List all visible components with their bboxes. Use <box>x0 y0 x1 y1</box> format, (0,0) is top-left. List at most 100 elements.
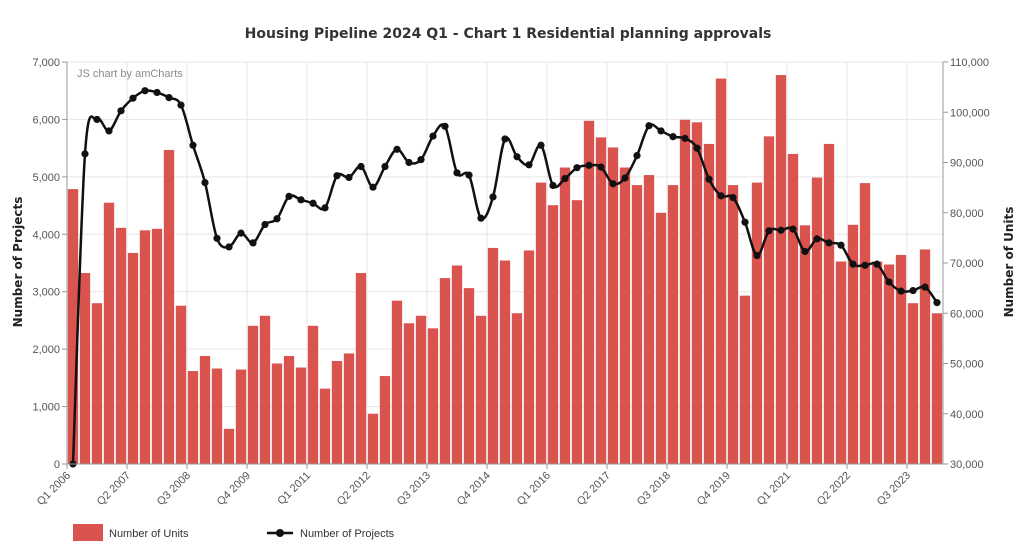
bar-units <box>931 313 943 464</box>
bar-units <box>379 376 391 464</box>
y-right-tick-label: 110,000 <box>950 57 989 69</box>
projects-point <box>141 87 149 95</box>
bar-units <box>775 75 787 464</box>
bar-units <box>355 273 367 464</box>
y-right-tick-label: 50,000 <box>950 359 984 371</box>
y-left-tick-label: 2,000 <box>32 344 60 356</box>
y-right-tick-label: 40,000 <box>950 409 984 421</box>
x-tick-label: Q2 2012 <box>335 470 373 508</box>
chart-credit[interactable]: JS chart by amCharts <box>77 68 183 80</box>
bar-units <box>79 273 91 464</box>
projects-point <box>429 132 437 140</box>
bar-units <box>571 200 583 464</box>
projects-point <box>897 287 905 295</box>
line-layer <box>69 87 941 468</box>
bars-layer <box>67 75 943 465</box>
bar-units <box>643 175 655 464</box>
projects-point <box>597 163 605 171</box>
bar-units <box>115 227 127 464</box>
projects-point <box>693 144 701 152</box>
bar-units <box>475 315 487 464</box>
projects-point <box>117 107 125 115</box>
legend-item-units[interactable]: Number of Units <box>73 524 189 541</box>
x-tick-label: Q2 2017 <box>575 470 613 508</box>
bar-units <box>823 143 835 464</box>
projects-point <box>645 122 653 130</box>
projects-point <box>705 175 713 183</box>
bar-units <box>319 388 331 464</box>
x-tick-label: Q3 2018 <box>635 470 673 508</box>
projects-point <box>105 127 113 135</box>
bar-units <box>547 205 559 464</box>
y-left-tick-label: 4,000 <box>32 229 60 241</box>
projects-point <box>129 94 137 102</box>
x-tick-label: Q4 2009 <box>215 470 253 508</box>
chart-title: Housing Pipeline 2024 Q1 - Chart 1 Resid… <box>245 26 772 42</box>
bar-units <box>91 303 103 464</box>
bar-units <box>739 295 751 464</box>
x-tick-label: Q3 2023 <box>875 470 913 508</box>
bar-units <box>127 252 139 464</box>
projects-point <box>81 150 89 158</box>
projects-point <box>885 278 893 286</box>
bar-units <box>439 278 451 464</box>
projects-point <box>777 226 785 234</box>
grid-layer <box>66 61 943 465</box>
projects-point <box>609 180 617 188</box>
projects-point <box>861 261 869 269</box>
bar-units <box>715 78 727 465</box>
bar-units <box>859 183 871 465</box>
bar-units <box>403 323 415 464</box>
projects-point <box>525 161 533 169</box>
y-left-tick-label: 7,000 <box>32 57 60 69</box>
projects-point <box>537 141 545 149</box>
x-tick-label: Q2 2007 <box>95 470 133 508</box>
projects-point <box>753 251 761 260</box>
bar-units <box>667 185 679 465</box>
projects-point <box>297 196 305 204</box>
projects-point <box>153 88 161 97</box>
legend-item-projects[interactable]: Number of Projects <box>267 528 395 540</box>
projects-point <box>321 204 329 212</box>
bar-units <box>811 177 823 464</box>
bar-units <box>523 250 535 464</box>
x-tick-label: Q3 2013 <box>395 470 433 508</box>
projects-point <box>165 94 173 102</box>
projects-point <box>225 243 233 251</box>
bar-units <box>343 353 355 464</box>
legend-projects-marker <box>276 529 284 537</box>
bar-units <box>259 315 271 464</box>
projects-point <box>873 260 881 268</box>
projects-point <box>933 299 941 307</box>
bar-units <box>607 147 619 465</box>
projects-point <box>681 134 689 142</box>
x-tick-label: Q1 2011 <box>275 470 313 508</box>
projects-point <box>369 183 377 191</box>
bar-units <box>883 264 895 464</box>
projects-point <box>489 193 497 201</box>
projects-point <box>669 133 677 141</box>
bar-units <box>487 247 499 464</box>
x-tick-label: Q1 2006 <box>35 470 73 508</box>
projects-point <box>441 122 449 130</box>
bar-units <box>751 182 763 464</box>
bar-units <box>727 185 739 465</box>
y-right-tick-label: 60,000 <box>950 308 984 320</box>
bar-units <box>211 368 223 464</box>
bar-units <box>895 254 907 464</box>
y-right-tick-label: 80,000 <box>950 208 984 220</box>
bar-units <box>619 167 631 464</box>
y-right-tick-label: 70,000 <box>950 258 984 270</box>
bar-units <box>151 228 163 464</box>
x-tick-label: Q1 2021 <box>755 470 793 508</box>
projects-point <box>309 199 317 207</box>
projects-point <box>345 173 353 182</box>
bar-units <box>463 288 475 464</box>
bar-units <box>871 261 883 464</box>
legend-projects-label: Number of Projects <box>300 528 395 540</box>
projects-point <box>189 141 197 149</box>
projects-point <box>405 158 413 167</box>
bar-units <box>763 136 775 464</box>
